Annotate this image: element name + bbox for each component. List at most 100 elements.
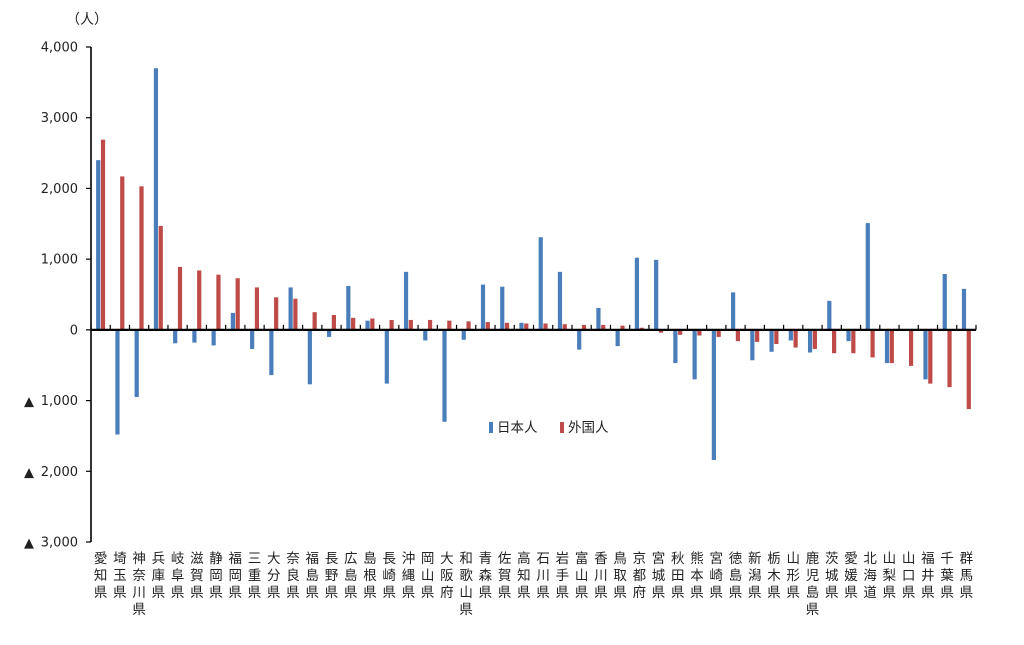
bar-japanese xyxy=(442,329,447,422)
bar-foreign xyxy=(312,312,317,330)
bar-japanese xyxy=(307,329,312,385)
bar-japanese xyxy=(288,287,293,330)
bar-japanese xyxy=(192,329,197,343)
bar-foreign xyxy=(524,323,529,330)
category-label: 福岡県 xyxy=(229,551,243,601)
bar-japanese xyxy=(692,329,697,380)
category-label: 石川県 xyxy=(536,551,550,601)
category-label: 鹿児島県 xyxy=(806,550,820,618)
category-label: 熊本県 xyxy=(690,551,704,601)
category-label: 秋田県 xyxy=(671,551,685,601)
legend-swatch-foreign xyxy=(560,422,564,433)
category-label: 広島県 xyxy=(344,551,358,601)
bar-foreign xyxy=(177,266,183,330)
bar-japanese xyxy=(634,257,640,330)
category-label: 静岡県 xyxy=(209,551,223,601)
bar-foreign xyxy=(793,329,798,348)
bar-foreign xyxy=(120,176,125,330)
bar-japanese xyxy=(884,329,890,364)
bar-japanese xyxy=(865,223,870,330)
negative-marker: ▲ xyxy=(24,395,34,410)
bar-japanese xyxy=(827,300,832,330)
bar-foreign xyxy=(928,329,933,384)
bar-foreign xyxy=(197,270,202,330)
bars xyxy=(96,68,971,460)
bar-foreign xyxy=(697,329,702,336)
bar-foreign xyxy=(100,139,106,330)
bar-foreign xyxy=(427,319,433,330)
category-label: 埼玉県 xyxy=(113,551,127,601)
category-labels: 愛知県埼玉県神奈川県兵庫県岐阜県滋賀県静岡県福岡県三重県大分県奈良県福島県長野県… xyxy=(94,550,974,618)
bar-japanese xyxy=(711,329,716,460)
category-label: 栃木県 xyxy=(767,551,781,601)
bar-foreign xyxy=(293,298,298,330)
category-label: 千葉県 xyxy=(940,551,954,601)
bar-japanese xyxy=(115,329,120,435)
bar-japanese xyxy=(211,329,216,346)
bar-japanese xyxy=(346,286,351,330)
category-label: 福島県 xyxy=(306,551,320,601)
bar-foreign xyxy=(254,287,260,330)
category-label: 三重県 xyxy=(248,551,262,601)
bar-japanese xyxy=(480,284,486,330)
y-tick-label: 0 xyxy=(70,323,78,338)
bar-japanese xyxy=(173,329,178,344)
bar-foreign xyxy=(658,329,664,333)
bar-japanese xyxy=(673,329,678,364)
bar-foreign xyxy=(504,322,510,330)
bar-foreign xyxy=(351,317,356,330)
category-label: 神奈川県 xyxy=(132,551,146,618)
bar-foreign xyxy=(774,329,779,344)
bar-foreign xyxy=(466,321,471,330)
bar-japanese xyxy=(807,329,813,353)
category-label: 島根県 xyxy=(363,551,377,601)
negative-marker: ▲ xyxy=(24,465,34,480)
category-label: 宮崎県 xyxy=(710,551,724,601)
bar-foreign xyxy=(485,322,490,330)
bar-japanese xyxy=(461,329,466,340)
bar-foreign xyxy=(870,329,875,358)
negative-marker: ▲ xyxy=(24,536,34,551)
category-label: 大阪府 xyxy=(440,551,454,601)
bar-japanese xyxy=(519,322,524,330)
bar-japanese xyxy=(596,307,601,330)
y-tick-label: 3,000 xyxy=(41,111,78,126)
bar-foreign xyxy=(331,315,336,330)
category-label: 長崎県 xyxy=(382,551,396,601)
category-label: 和歌山県 xyxy=(459,551,473,618)
category-label: 兵庫県 xyxy=(152,551,166,601)
bar-japanese xyxy=(384,329,389,384)
bar-foreign xyxy=(389,319,394,330)
bar-japanese xyxy=(365,320,370,330)
legend-swatch-japanese xyxy=(489,422,493,433)
category-label: 愛媛県 xyxy=(844,551,858,601)
category-label: 岡山県 xyxy=(421,551,435,601)
bar-japanese xyxy=(577,329,582,350)
bar-japanese xyxy=(403,271,409,330)
bar-japanese xyxy=(134,329,139,398)
category-label: 山口県 xyxy=(902,551,916,601)
category-label: 沖縄県 xyxy=(402,551,416,601)
y-tick-label: 1,000 xyxy=(41,253,78,268)
category-label: 徳島県 xyxy=(729,551,743,601)
bar-japanese xyxy=(423,329,428,341)
bar-japanese xyxy=(153,68,159,330)
category-label: 愛知県 xyxy=(94,551,108,601)
bar-foreign xyxy=(620,325,625,330)
bar-foreign xyxy=(139,186,144,330)
y-tick-label: 2,000 xyxy=(41,182,78,197)
bar-foreign xyxy=(158,225,163,330)
legend-label-japanese: 日本人 xyxy=(497,420,538,436)
bar-foreign xyxy=(562,324,567,330)
bar-foreign xyxy=(216,274,221,330)
bar-foreign xyxy=(447,320,452,330)
category-label: 富山県 xyxy=(575,550,589,601)
category-label: 茨城県 xyxy=(825,551,839,601)
bar-japanese xyxy=(538,237,543,330)
bar-japanese xyxy=(250,329,255,349)
bar-japanese xyxy=(500,286,505,330)
bar-foreign xyxy=(832,329,837,354)
bar-japanese xyxy=(846,329,851,342)
bar-foreign xyxy=(889,329,894,364)
bar-foreign xyxy=(947,329,952,388)
